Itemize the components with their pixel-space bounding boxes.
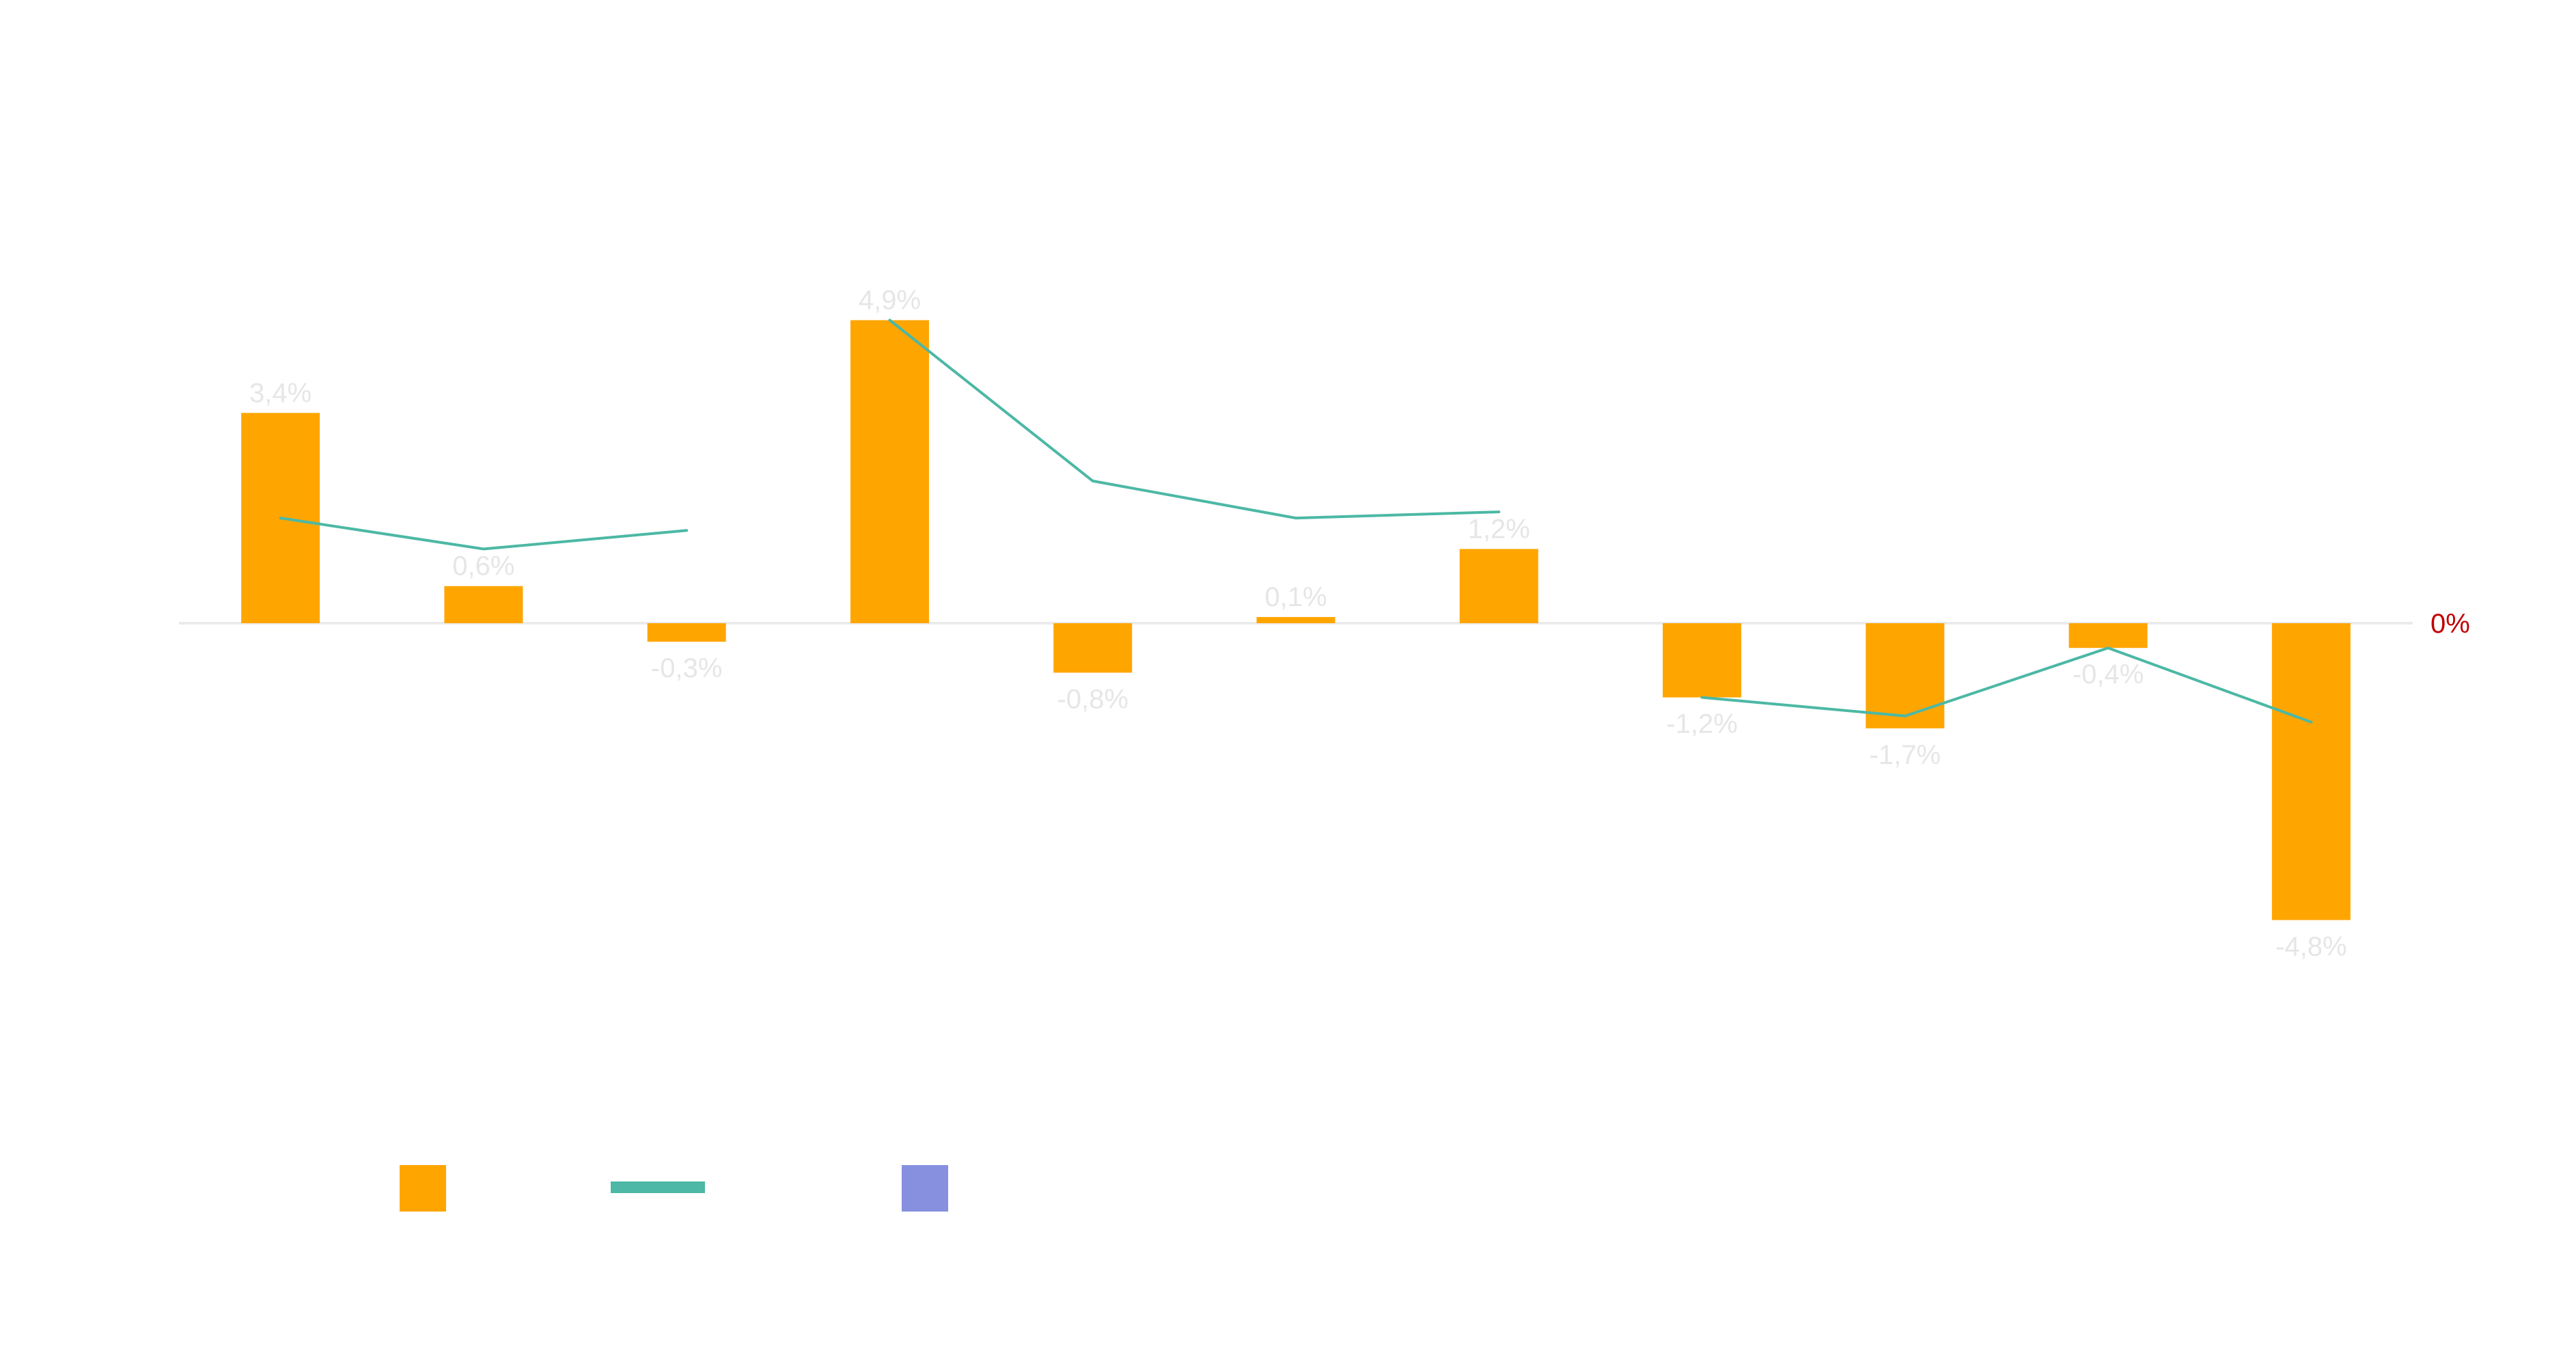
line-segment-0 (279, 517, 689, 551)
data-label-4: -0,8% (1057, 684, 1128, 714)
data-label-9: -0,4% (2073, 659, 2144, 689)
data-label-7: -1,2% (1666, 709, 1738, 739)
data-label-10: -4,8% (2275, 931, 2347, 961)
bar-5 (1256, 616, 1335, 623)
bar-8 (1866, 623, 1945, 728)
legend-swatch-third (902, 1165, 948, 1212)
bar-9 (2068, 623, 2148, 648)
legend (400, 1165, 948, 1212)
zero-axis-label: 0% (2430, 609, 2470, 639)
data-labels: 3,4% 0,6% -0,3% 4,9% -0,8% 0,1% 1,2% -1,2% -1,7%… (249, 286, 2347, 962)
bar-2 (647, 623, 726, 642)
bar-4 (1053, 623, 1133, 673)
legend-swatch-line (611, 1181, 705, 1193)
data-label-3: 4,9% (859, 286, 921, 316)
bar-7 (1663, 623, 1742, 698)
bar-10 (2271, 623, 2351, 920)
line-series (279, 318, 2313, 724)
data-label-6: 1,2% (1468, 514, 1530, 544)
line-segment-1 (888, 318, 1501, 520)
data-label-8: -1,7% (1870, 740, 1941, 770)
data-label-5: 0,1% (1264, 582, 1327, 612)
bar-6 (1459, 549, 1538, 623)
legend-swatch-bar (400, 1165, 446, 1212)
bar-3 (850, 320, 929, 623)
bar-1 (444, 586, 523, 623)
data-label-0: 3,4% (249, 378, 311, 408)
bar-series (241, 320, 2351, 920)
data-label-1: 0,6% (452, 551, 514, 582)
data-label-2: -0,3% (651, 653, 723, 683)
line-segment-2 (1700, 646, 2313, 724)
